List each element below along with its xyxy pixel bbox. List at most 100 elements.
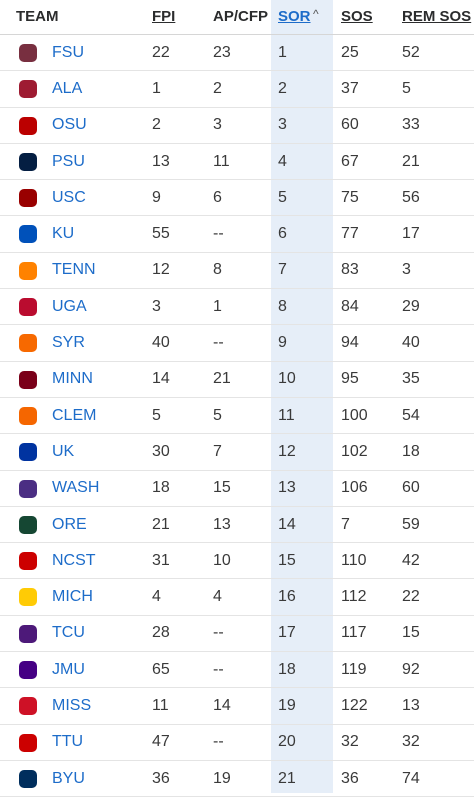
ap-cfp-value: -- <box>213 660 224 678</box>
rem-sos-value: 22 <box>402 588 420 606</box>
team-name-link[interactable]: NCST <box>52 551 96 569</box>
table-row[interactable]: FSU 22 23 1 25 52 <box>0 35 474 72</box>
tcu-letters-icon <box>19 624 37 643</box>
header-sos[interactable]: SOS <box>341 8 373 25</box>
table-row[interactable]: TENN 12 8 7 83 3 <box>0 253 474 290</box>
ap-cfp-value: 3 <box>213 116 222 134</box>
team-name-link[interactable]: ORE <box>52 515 87 533</box>
sos-value: 94 <box>341 334 359 352</box>
kentucky-uk-icon <box>19 443 37 462</box>
rem-sos-value: 52 <box>402 43 420 61</box>
sos-value: 83 <box>341 261 359 279</box>
team-name-link[interactable]: OSU <box>52 116 87 134</box>
kansas-jayhawk-icon <box>19 225 37 244</box>
table-row[interactable]: KU 55 -- 6 77 17 <box>0 216 474 253</box>
table-row[interactable]: SYR 40 -- 9 94 40 <box>0 325 474 362</box>
team-name-link[interactable]: PSU <box>52 152 85 170</box>
header-sor[interactable]: SOR <box>278 8 311 25</box>
table-row[interactable]: PSU 13 11 4 67 21 <box>0 144 474 181</box>
fpi-value: 22 <box>152 43 170 61</box>
ap-cfp-value: 7 <box>213 442 222 460</box>
table-row[interactable]: NCST 31 10 15 110 42 <box>0 543 474 580</box>
table-row[interactable]: MISS 11 14 19 122 13 <box>0 688 474 725</box>
fpi-value: 30 <box>152 442 170 460</box>
team-name-link[interactable]: ALA <box>52 79 83 97</box>
table-row[interactable]: TTU 47 -- 20 32 32 <box>0 725 474 761</box>
fsu-seminole-head-icon <box>19 44 37 62</box>
fpi-value: 11 <box>152 696 169 714</box>
rem-sos-value: 32 <box>402 733 420 751</box>
ap-cfp-value: 5 <box>213 406 222 424</box>
team-name-link[interactable]: FSU <box>52 43 84 61</box>
ap-cfp-value: 13 <box>213 515 231 533</box>
sos-value: 112 <box>341 588 367 606</box>
sos-value: 102 <box>341 442 368 460</box>
sor-value: 18 <box>278 660 296 678</box>
table-row[interactable]: ALA 1 2 2 37 5 <box>0 71 474 108</box>
rem-sos-value: 74 <box>402 769 420 787</box>
team-name-link[interactable]: TCU <box>52 624 85 642</box>
table-row[interactable]: JMU 65 -- 18 119 92 <box>0 652 474 689</box>
sos-value: 95 <box>341 370 359 388</box>
ap-cfp-value: 14 <box>213 696 231 714</box>
header-ap-cfp[interactable]: AP/CFP <box>213 8 269 25</box>
rem-sos-value: 17 <box>402 225 420 243</box>
table-row[interactable]: MINN 14 21 10 95 35 <box>0 362 474 398</box>
team-name-link[interactable]: UK <box>52 442 75 460</box>
sos-value: 32 <box>341 733 359 751</box>
syracuse-block-s-icon <box>19 334 37 353</box>
team-name-link[interactable]: WASH <box>52 479 100 497</box>
team-name-link[interactable]: BYU <box>52 769 85 787</box>
team-name-link[interactable]: JMU <box>52 660 85 678</box>
byu-oval-icon <box>19 769 37 788</box>
table-row[interactable]: WASH 18 15 13 106 60 <box>0 471 474 507</box>
oregon-o-icon <box>19 515 37 534</box>
team-name-link[interactable]: KU <box>52 225 75 243</box>
team-name-link[interactable]: UGA <box>52 297 87 315</box>
sor-value: 17 <box>278 624 296 642</box>
fpi-value: 40 <box>152 334 170 352</box>
team-name-link[interactable]: USC <box>52 188 86 206</box>
table-row[interactable]: BYU 36 19 21 36 74 <box>0 761 474 797</box>
rem-sos-value: 92 <box>402 660 420 678</box>
ap-cfp-value: 11 <box>213 152 230 170</box>
sor-value: 3 <box>278 116 287 134</box>
alabama-script-a-icon <box>19 80 37 99</box>
minnesota-block-m-icon <box>19 370 37 389</box>
sor-value: 1 <box>278 43 287 61</box>
team-name-link[interactable]: CLEM <box>52 406 97 424</box>
table-row[interactable]: MICH 4 4 16 112 22 <box>0 579 474 616</box>
sor-value: 16 <box>278 588 296 606</box>
sort-ascending-icon[interactable]: ^ <box>313 7 319 21</box>
rem-sos-value: 54 <box>402 406 420 424</box>
header-rem-sos[interactable]: REM SOS <box>402 8 472 25</box>
team-name-link[interactable]: TENN <box>52 261 96 279</box>
table-row[interactable]: USC 9 6 5 75 56 <box>0 180 474 217</box>
ap-cfp-value: 2 <box>213 79 222 97</box>
team-name-link[interactable]: SYR <box>52 334 85 352</box>
team-name-link[interactable]: MINN <box>52 370 93 388</box>
team-name-link[interactable]: MICH <box>52 588 93 606</box>
table-row[interactable]: OSU 2 3 3 60 33 <box>0 108 474 144</box>
table-row[interactable]: TCU 28 -- 17 117 15 <box>0 616 474 653</box>
table-row[interactable]: UK 30 7 12 102 18 <box>0 434 474 471</box>
ap-cfp-value: 10 <box>213 551 231 569</box>
table-row[interactable]: UGA 3 1 8 84 29 <box>0 289 474 326</box>
ap-cfp-value: 23 <box>213 43 231 61</box>
table-row[interactable]: CLEM 5 5 11 100 54 <box>0 398 474 435</box>
sos-value: 119 <box>341 660 367 678</box>
fpi-value: 3 <box>152 297 161 315</box>
ole-miss-script-icon <box>19 697 37 716</box>
header-fpi[interactable]: FPI <box>152 8 176 25</box>
team-name-link[interactable]: MISS <box>52 696 92 714</box>
table-body: FSU 22 23 1 25 52 ALA 1 2 2 37 5 OSU 2 3 3 60 33 PSU 13 11 4 6… <box>0 35 474 797</box>
rem-sos-value: 3 <box>402 261 411 279</box>
ap-cfp-value: 8 <box>213 261 222 279</box>
team-name-link[interactable]: TTU <box>52 733 84 751</box>
table-row[interactable]: ORE 21 13 14 7 59 <box>0 507 474 544</box>
sor-column-highlight <box>271 0 333 793</box>
sos-value: 7 <box>341 515 350 533</box>
ap-cfp-value: 21 <box>213 370 231 388</box>
sos-value: 77 <box>341 225 359 243</box>
jmu-letters-icon <box>19 661 37 680</box>
